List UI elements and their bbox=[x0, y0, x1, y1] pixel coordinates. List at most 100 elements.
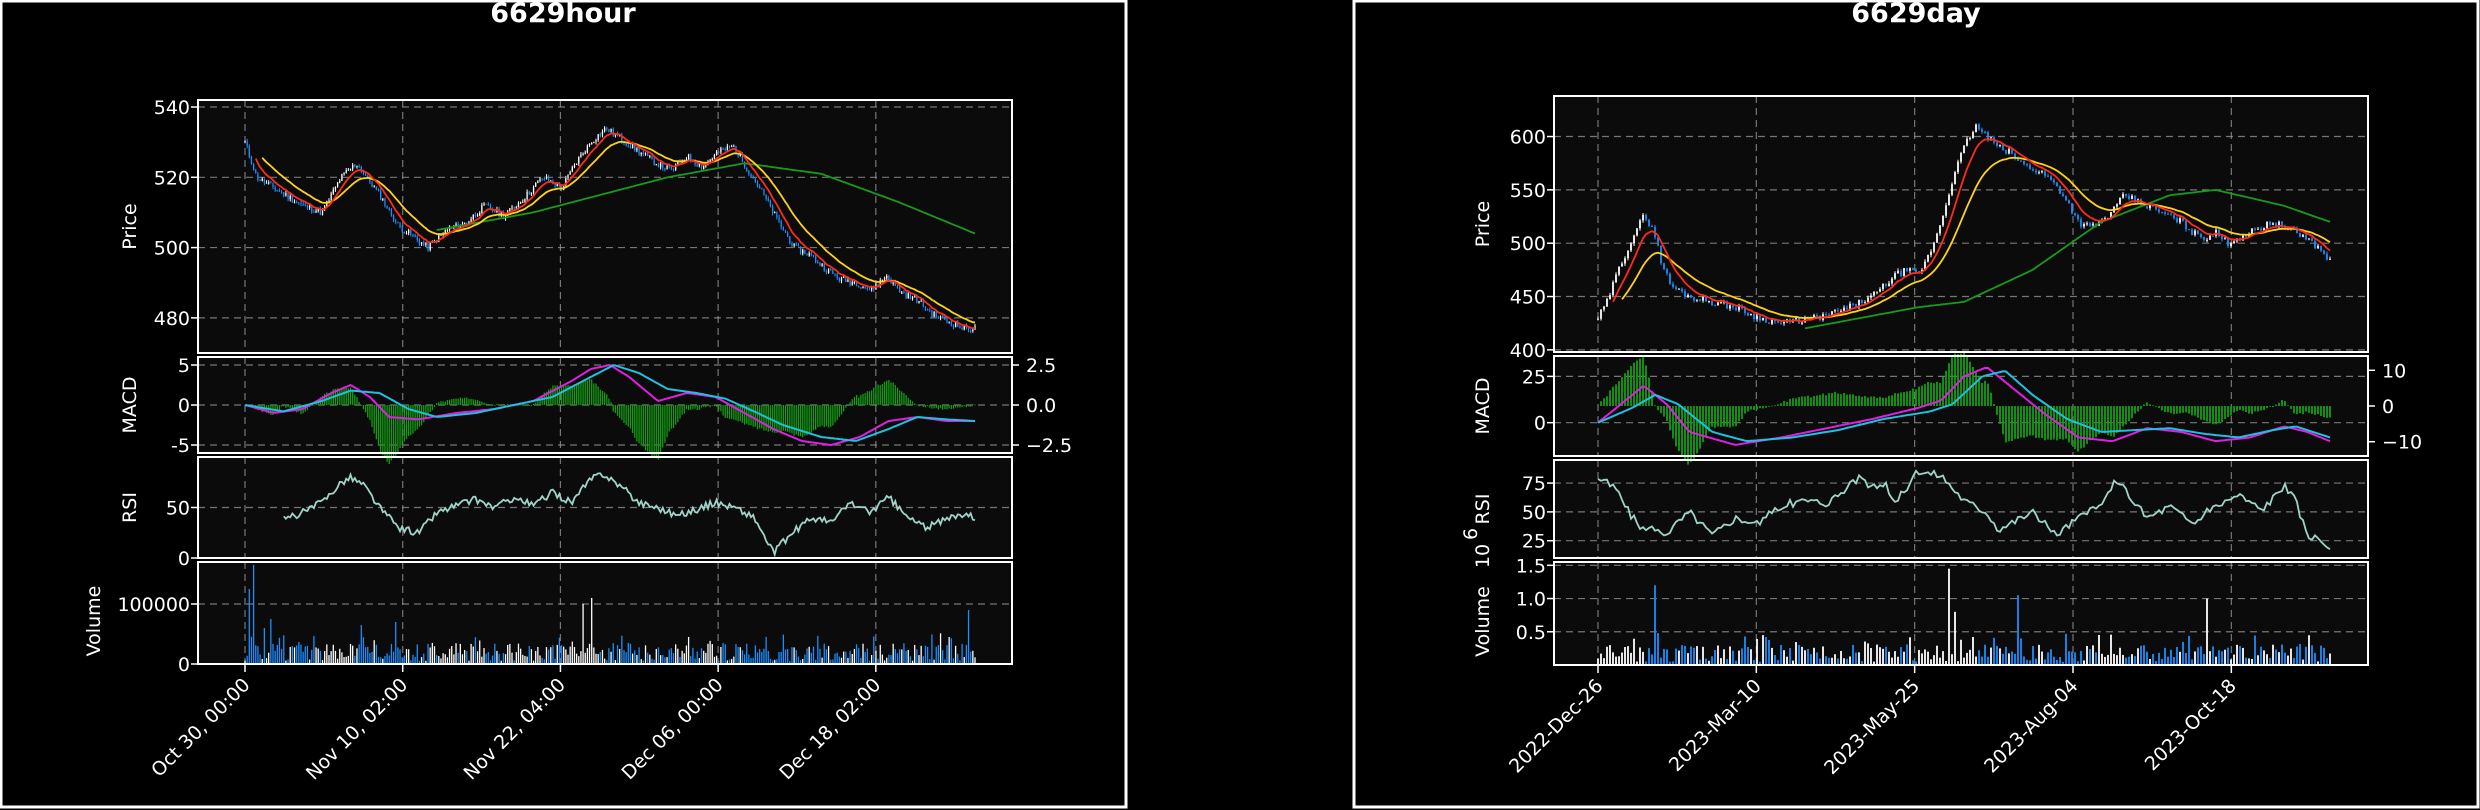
volume-bar bbox=[1726, 659, 1728, 665]
volume-bar bbox=[1609, 645, 1611, 665]
volume-bar bbox=[791, 647, 793, 664]
volume-ytick-label-1: 1.0 bbox=[1516, 589, 1546, 611]
macd-histogram-bar bbox=[2083, 406, 2085, 448]
macd-histogram-bar bbox=[1687, 406, 1689, 465]
volume-bar bbox=[446, 657, 449, 664]
macd-histogram-bar bbox=[1669, 406, 1671, 431]
volume-bar bbox=[252, 565, 255, 664]
macd-histogram-bar bbox=[681, 405, 683, 415]
macd-histogram-bar bbox=[662, 405, 664, 448]
macd-histogram bbox=[1597, 351, 2331, 465]
volume-bar bbox=[1966, 652, 1968, 665]
macd-histogram-bar bbox=[2227, 406, 2229, 418]
price-candle bbox=[455, 223, 457, 227]
macd-histogram-bar bbox=[2197, 406, 2199, 418]
volume-bar bbox=[1906, 644, 1908, 665]
macd-histogram-bar bbox=[711, 405, 713, 406]
macd-histogram-bar bbox=[2155, 406, 2157, 407]
volume-bar bbox=[2179, 651, 2181, 665]
macd-histogram-bar bbox=[1654, 405, 1656, 407]
volume-bar bbox=[392, 651, 395, 664]
price-candle bbox=[336, 182, 339, 187]
macd-histogram-bar bbox=[2092, 406, 2094, 439]
price-candle bbox=[834, 273, 836, 275]
macd-right-ytick-label-2: 10 bbox=[2382, 360, 2406, 382]
macd-histogram-bar bbox=[619, 405, 621, 418]
macd-histogram-bar bbox=[416, 405, 418, 430]
price-candle bbox=[967, 327, 970, 331]
price-candle bbox=[2134, 195, 2136, 202]
macd-histogram-bar bbox=[840, 405, 843, 415]
macd-histogram-bar bbox=[690, 405, 692, 410]
price-candle bbox=[395, 221, 397, 223]
macd-histogram-bar bbox=[2137, 406, 2139, 412]
macd-histogram-bar bbox=[653, 405, 655, 458]
price-candle bbox=[922, 300, 924, 307]
macd-histogram-bar bbox=[784, 405, 787, 432]
macd-histogram-bar bbox=[364, 405, 367, 413]
price-candle bbox=[664, 168, 666, 170]
price-candle bbox=[599, 134, 601, 136]
price-candle bbox=[797, 245, 800, 247]
volume-bar bbox=[360, 625, 362, 664]
volume-bar bbox=[2167, 656, 2169, 665]
price-candle bbox=[935, 311, 937, 318]
macd-histogram-bar bbox=[2044, 406, 2046, 441]
volume-bar bbox=[438, 656, 440, 664]
volume-bar bbox=[784, 649, 787, 664]
rsi-ytick-label-1: 50 bbox=[1522, 502, 1546, 524]
macd-histogram-bar bbox=[918, 405, 920, 407]
volume-bar bbox=[2233, 654, 2235, 665]
macd-histogram-bar bbox=[591, 379, 593, 405]
volume-bar bbox=[2029, 660, 2031, 665]
volume-bar bbox=[1897, 656, 1899, 665]
volume-bar bbox=[274, 650, 276, 664]
volume-bar bbox=[347, 655, 350, 664]
volume-bar bbox=[464, 649, 466, 664]
price-candle bbox=[1765, 317, 1767, 323]
macd-histogram-bar bbox=[967, 405, 970, 407]
volume-bar bbox=[1993, 637, 1995, 665]
price-candle bbox=[830, 269, 832, 271]
volume-bar bbox=[619, 648, 621, 664]
macd-histogram-bar bbox=[395, 405, 397, 456]
volume-bar bbox=[364, 647, 367, 664]
volume-bar bbox=[2044, 659, 2046, 665]
volume-bar bbox=[599, 651, 601, 664]
macd-histogram-bar bbox=[1723, 406, 1725, 427]
price-candle bbox=[756, 182, 759, 187]
macd-histogram-bar bbox=[1975, 372, 1977, 406]
macd-histogram-bar bbox=[285, 405, 287, 408]
macd-histogram-bar bbox=[629, 405, 632, 429]
price-candle bbox=[952, 325, 955, 328]
macd-histogram-bar bbox=[1678, 406, 1680, 451]
macd-histogram-bar bbox=[707, 405, 709, 407]
macd-histogram-bar bbox=[1924, 384, 1926, 406]
price-candle bbox=[1732, 305, 1734, 308]
macd-histogram-bar bbox=[1912, 388, 1914, 406]
price-candle bbox=[515, 207, 517, 209]
macd-histogram-bar bbox=[418, 405, 421, 427]
macd-histogram-bar bbox=[597, 386, 599, 405]
volume-bar bbox=[558, 637, 561, 664]
price-candle bbox=[853, 282, 856, 284]
volume-bar bbox=[1723, 649, 1725, 665]
volume-bar bbox=[276, 644, 278, 664]
macd-histogram-bar bbox=[2059, 406, 2061, 440]
macd-histogram-bar bbox=[2194, 406, 2196, 416]
price-candle bbox=[448, 227, 451, 231]
volume-bar bbox=[2158, 652, 2160, 665]
macd-line bbox=[244, 364, 975, 447]
price-candle bbox=[942, 316, 944, 318]
price-candle bbox=[1876, 291, 1878, 293]
volume-bar bbox=[776, 659, 778, 664]
volume-bar bbox=[743, 654, 746, 664]
macd-histogram-bar bbox=[1894, 393, 1896, 406]
volume-bar bbox=[670, 648, 673, 664]
volume-bar bbox=[362, 637, 365, 664]
price-candle bbox=[638, 148, 640, 155]
macd-histogram-bar bbox=[860, 394, 862, 405]
volume-bar bbox=[765, 636, 767, 664]
price-candle bbox=[610, 128, 612, 132]
volume-bar bbox=[1633, 638, 1635, 665]
